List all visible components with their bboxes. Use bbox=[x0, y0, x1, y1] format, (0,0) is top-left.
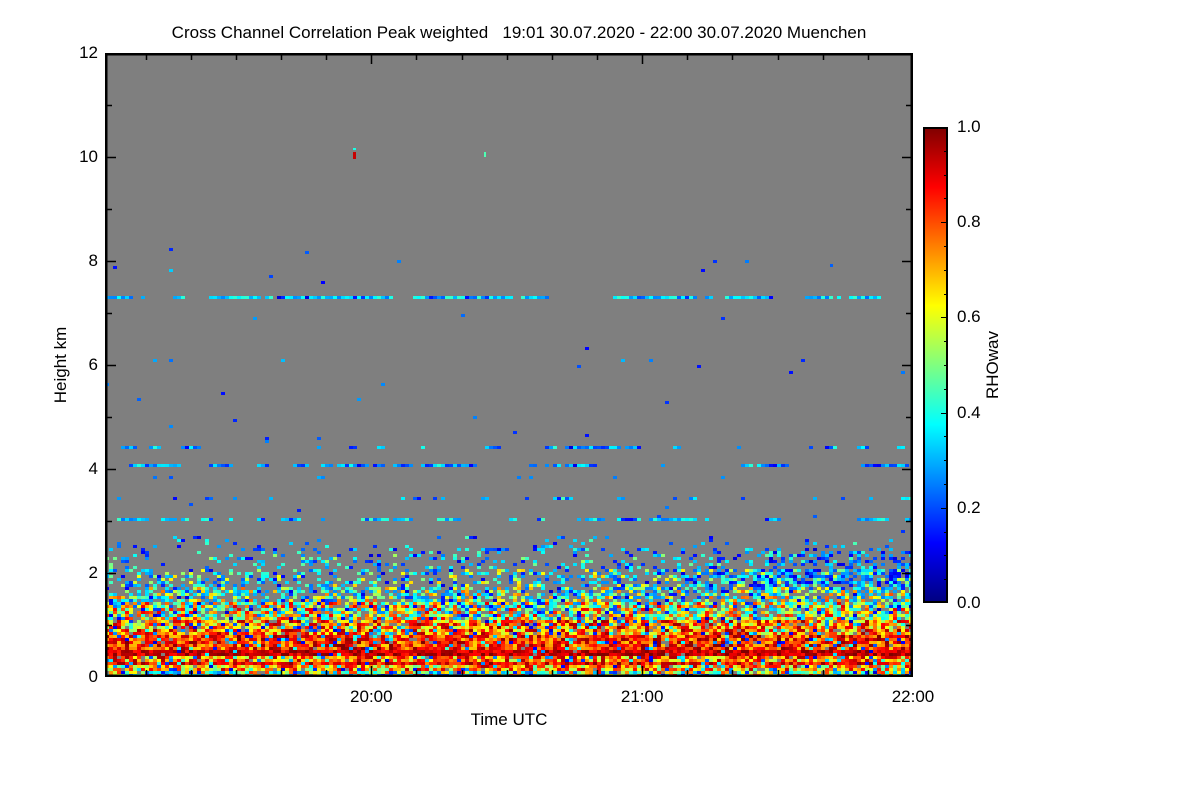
x-axis-tick-label: 22:00 bbox=[891, 687, 935, 706]
colorbar-tick-label: 1.0 bbox=[957, 117, 981, 136]
y-axis-tick-label: 4 bbox=[88, 459, 98, 478]
y-axis-tick-label: 8 bbox=[88, 251, 98, 270]
x-axis-tick-label: 20:00 bbox=[350, 687, 393, 706]
colorbar-tick-label: 0.2 bbox=[957, 497, 981, 517]
y-axis-tick-label: 10 bbox=[79, 147, 98, 166]
y-axis-tick-label: 12 bbox=[79, 43, 98, 62]
x-axis-tick-label: 21:00 bbox=[620, 687, 664, 706]
y-axis-tick-label: 0 bbox=[88, 667, 98, 686]
colorbar-tick-label: 0.8 bbox=[957, 212, 981, 232]
colorbar-canvas bbox=[923, 127, 948, 603]
correlation-heatmap-canvas bbox=[105, 53, 913, 677]
y-axis-tick-label: 6 bbox=[88, 355, 98, 374]
colorbar-title: RHOwav bbox=[983, 330, 1002, 400]
colorbar-tick-label: 0.0 bbox=[957, 593, 981, 612]
chart-title: Cross Channel Correlation Peak weighted … bbox=[171, 23, 867, 42]
colorbar-tick-label: 0.4 bbox=[957, 402, 981, 422]
colorbar-tick-label: 0.6 bbox=[957, 307, 981, 327]
y-axis-tick-label: 2 bbox=[88, 563, 98, 582]
x-axis-title: Time UTC bbox=[470, 710, 548, 729]
y-axis-title: Height km bbox=[51, 326, 70, 404]
